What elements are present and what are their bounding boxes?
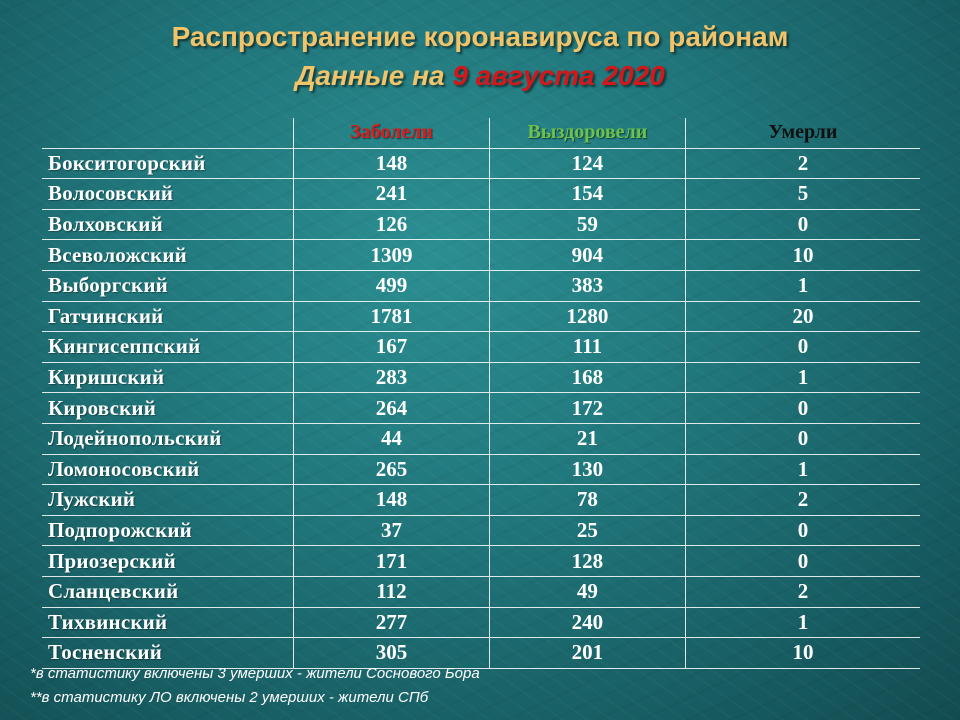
recovered-cell: 904	[488, 239, 686, 271]
sick-cell: 171	[293, 545, 490, 577]
recovered-cell: 240	[488, 607, 686, 639]
table-row: Лужский 148 78 2	[42, 484, 920, 516]
recovered-cell: 130	[488, 454, 686, 486]
table-row: Бокситогорский 148 124 2	[42, 148, 920, 180]
header-died: Умерли	[684, 118, 920, 149]
header-district	[42, 118, 294, 149]
district-stats-table: Заболели Выздоровели Умерли Бокситогорск…	[42, 118, 920, 669]
district-name-cell: Приозерский	[42, 545, 294, 577]
recovered-cell: 128	[488, 545, 686, 577]
recovered-cell: 383	[488, 270, 686, 302]
table-row: Сланцевский 112 49 2	[42, 576, 920, 608]
district-name-cell: Сланцевский	[42, 576, 294, 608]
table-row: Подпорожский 37 25 0	[42, 515, 920, 547]
table-row: Киришский 283 168 1	[42, 362, 920, 394]
table-row: Лодейнопольский 44 21 0	[42, 423, 920, 455]
sick-cell: 499	[293, 270, 490, 302]
footnote-2: **в статистику ЛО включены 2 умерших - ж…	[30, 689, 429, 706]
footnote-1: *в статистику включены 3 умерших - жител…	[30, 665, 480, 682]
sick-cell: 241	[293, 178, 490, 210]
sick-cell: 37	[293, 515, 490, 547]
sick-cell: 126	[293, 209, 490, 241]
recovered-cell: 25	[488, 515, 686, 547]
died-cell: 1	[684, 607, 920, 639]
died-cell: 0	[684, 423, 920, 455]
died-cell: 1	[684, 454, 920, 486]
table-row: Тихвинский 277 240 1	[42, 607, 920, 639]
sick-cell: 277	[293, 607, 490, 639]
recovered-cell: 172	[488, 392, 686, 424]
recovered-cell: 154	[488, 178, 686, 210]
died-cell: 5	[684, 178, 920, 210]
died-cell: 2	[684, 148, 920, 180]
district-name-cell: Гатчинский	[42, 301, 294, 333]
table-row: Приозерский 171 128 0	[42, 545, 920, 577]
sick-cell: 265	[293, 454, 490, 486]
table-header-row: Заболели Выздоровели Умерли	[42, 118, 920, 149]
sick-cell: 112	[293, 576, 490, 608]
recovered-cell: 111	[488, 331, 686, 363]
recovered-cell: 21	[488, 423, 686, 455]
recovered-cell: 1280	[488, 301, 686, 333]
died-cell: 2	[684, 576, 920, 608]
district-name-cell: Бокситогорский	[42, 148, 294, 180]
district-name-cell: Кировский	[42, 392, 294, 424]
recovered-cell: 49	[488, 576, 686, 608]
sick-cell: 148	[293, 484, 490, 516]
died-cell: 0	[684, 392, 920, 424]
died-cell: 2	[684, 484, 920, 516]
subtitle-date: 9 августа 2020	[452, 60, 665, 91]
district-name-cell: Лужский	[42, 484, 294, 516]
died-cell: 10	[684, 239, 920, 271]
subtitle-prefix: Данные на	[295, 60, 453, 91]
header-sick: Заболели	[293, 118, 490, 149]
died-cell: 0	[684, 515, 920, 547]
table-row: Тосненский 305 201 10	[42, 637, 920, 669]
table-row: Волосовский 241 154 5	[42, 178, 920, 210]
sick-cell: 148	[293, 148, 490, 180]
district-name-cell: Волосовский	[42, 178, 294, 210]
sick-cell: 1309	[293, 239, 490, 271]
sick-cell: 44	[293, 423, 490, 455]
recovered-cell: 124	[488, 148, 686, 180]
sick-cell: 305	[293, 637, 490, 669]
table-row: Выборгский 499 383 1	[42, 270, 920, 302]
recovered-cell: 168	[488, 362, 686, 394]
slide-subtitle: Данные на 9 августа 2020	[0, 56, 960, 96]
died-cell: 0	[684, 209, 920, 241]
table-row: Кировский 264 172 0	[42, 392, 920, 424]
district-name-cell: Ломоносовский	[42, 454, 294, 486]
district-name-cell: Лодейнопольский	[42, 423, 294, 455]
recovered-cell: 201	[488, 637, 686, 669]
died-cell: 0	[684, 545, 920, 577]
district-name-cell: Всеволожский	[42, 239, 294, 271]
died-cell: 10	[684, 637, 920, 669]
table-row: Всеволожский 1309 904 10	[42, 239, 920, 271]
table-row: Ломоносовский 265 130 1	[42, 454, 920, 486]
died-cell: 0	[684, 331, 920, 363]
sick-cell: 283	[293, 362, 490, 394]
recovered-cell: 78	[488, 484, 686, 516]
slide-title: Распространение коронавируса по районам	[171, 21, 789, 52]
table-row: Кингисеппский 167 111 0	[42, 331, 920, 363]
table-row: Волховский 126 59 0	[42, 209, 920, 241]
recovered-cell: 59	[488, 209, 686, 241]
died-cell: 1	[684, 362, 920, 394]
district-name-cell: Тосненский	[42, 637, 294, 669]
header-recovered: Выздоровели	[488, 118, 686, 149]
district-name-cell: Кингисеппский	[42, 331, 294, 363]
sick-cell: 264	[293, 392, 490, 424]
district-name-cell: Киришский	[42, 362, 294, 394]
district-name-cell: Волховский	[42, 209, 294, 241]
district-name-cell: Подпорожский	[42, 515, 294, 547]
sick-cell: 1781	[293, 301, 490, 333]
sick-cell: 167	[293, 331, 490, 363]
died-cell: 20	[684, 301, 920, 333]
table-row: Гатчинский 1781 1280 20	[42, 301, 920, 333]
district-name-cell: Тихвинский	[42, 607, 294, 639]
died-cell: 1	[684, 270, 920, 302]
table-body: Бокситогорский 148 124 2 Волосовский 241 154 5 В…	[42, 148, 920, 669]
district-name-cell: Выборгский	[42, 270, 294, 302]
